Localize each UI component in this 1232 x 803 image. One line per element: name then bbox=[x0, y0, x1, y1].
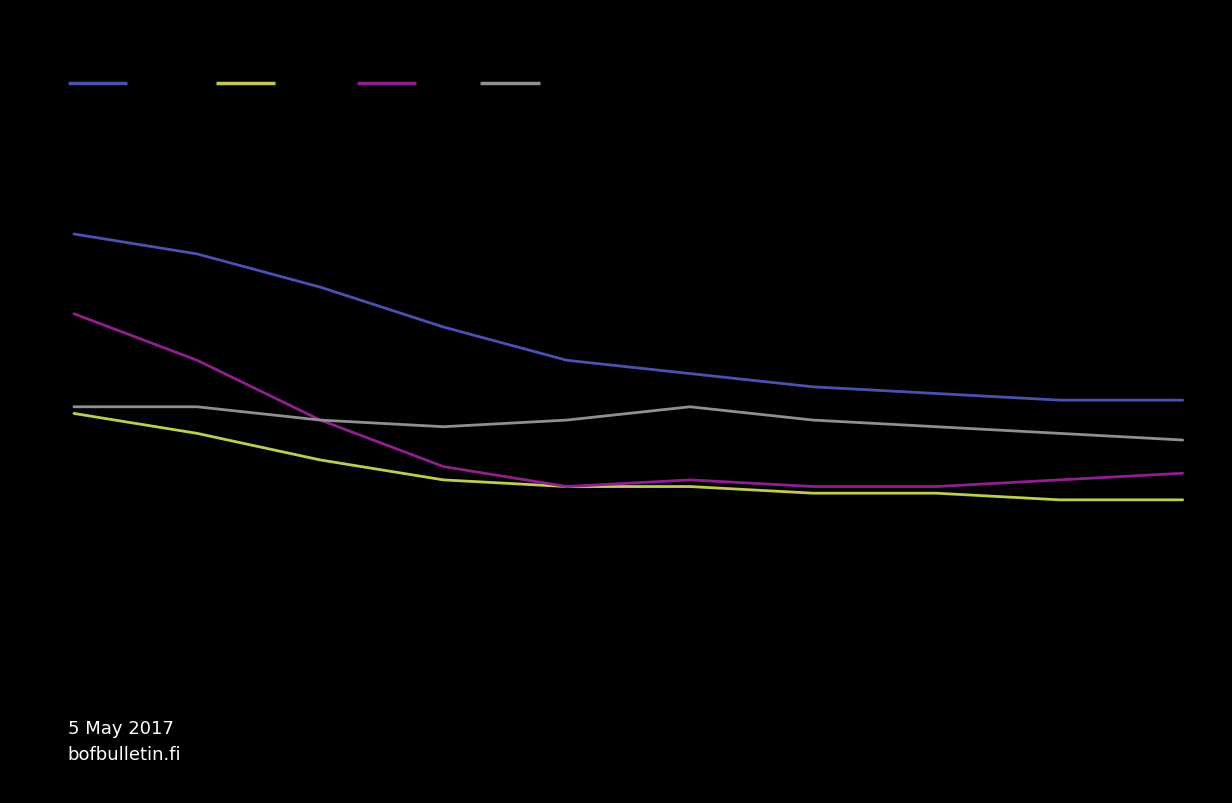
Text: 5 May 2017
bofbulletin.fi: 5 May 2017 bofbulletin.fi bbox=[68, 719, 181, 763]
